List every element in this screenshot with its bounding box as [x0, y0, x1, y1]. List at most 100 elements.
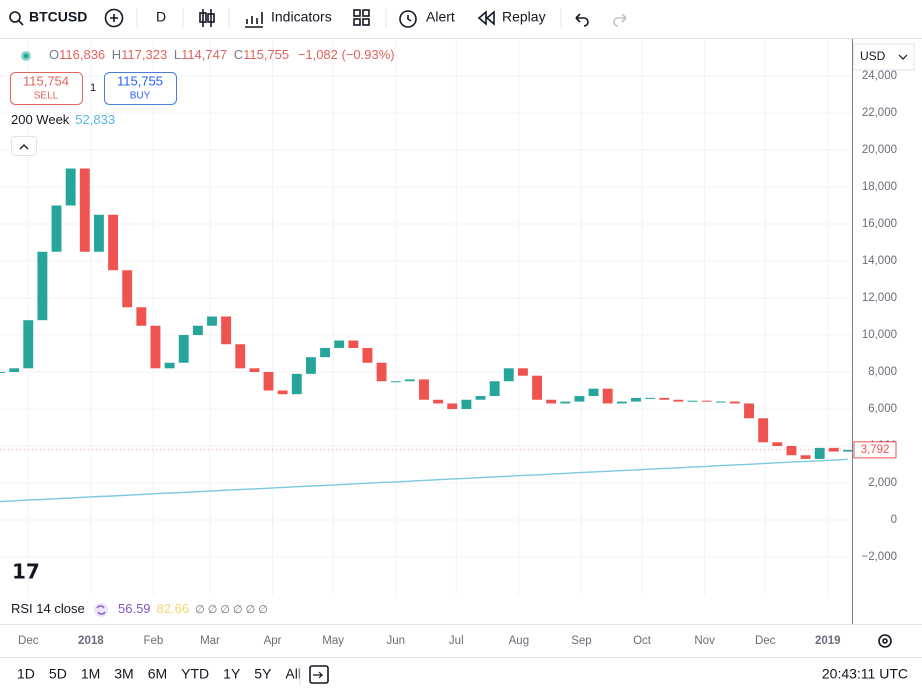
undo-button[interactable] — [575, 13, 589, 27]
range-bar: 1D 5D 1M 3M 6M YTD 1Y 5Y All — [17, 666, 301, 682]
time-axis: Dec 2018 Feb Mar Apr May Jun Jul Aug Sep Oct Nov Dec… — [18, 635, 841, 647]
candle — [150, 325, 161, 369]
candle — [221, 316, 232, 345]
y-tick-label: 2,000 — [868, 477, 897, 489]
candle — [546, 399, 557, 404]
candle — [786, 446, 797, 456]
low: 114,747 — [181, 47, 227, 62]
candle — [517, 368, 528, 376]
sell-button[interactable]: 115,754 SELL — [10, 72, 83, 105]
x-tick-label: Nov — [694, 635, 715, 647]
last-price-label: 3,792 — [861, 444, 890, 456]
candle — [419, 379, 429, 400]
y-tick-label: 18,000 — [862, 181, 897, 193]
range-button[interactable]: 5Y — [254, 666, 272, 682]
plot-area — [0, 168, 852, 503]
logo: 𝟭𝟳 — [12, 561, 40, 583]
symbol-search[interactable]: BTCUSD — [9, 9, 87, 26]
currency-button[interactable]: USD — [853, 43, 915, 71]
x-tick-label: Feb — [144, 635, 164, 647]
candle — [376, 362, 387, 382]
range-button[interactable]: 1Y — [223, 666, 241, 682]
x-tick-label: Mar — [200, 635, 220, 647]
candle — [164, 362, 175, 369]
candle — [277, 390, 288, 395]
y-tick-label: 6,000 — [868, 403, 897, 415]
high: 117,323 — [121, 47, 167, 62]
candle — [362, 347, 373, 363]
collapse-button[interactable] — [11, 136, 37, 156]
x-tick-label: Jul — [449, 635, 464, 647]
candle — [207, 316, 217, 326]
o-label: O — [49, 47, 59, 62]
candle — [574, 396, 585, 402]
alert-button[interactable]: Alert — [399, 9, 455, 28]
candle — [249, 368, 260, 373]
date-range-button[interactable] — [309, 665, 329, 684]
l-label: L — [174, 47, 181, 62]
candle — [659, 397, 670, 400]
candle — [447, 403, 458, 410]
buy-button[interactable]: 115,755 BUY — [104, 72, 177, 105]
y-tick-label: 24,000 — [862, 70, 897, 82]
h-label: H — [112, 47, 121, 62]
chart-type[interactable] — [199, 9, 215, 27]
candle — [51, 205, 62, 252]
indicators-button[interactable]: Indicators — [245, 9, 332, 28]
candle — [404, 379, 415, 382]
replay-button[interactable]: Replay — [477, 9, 546, 26]
candle — [772, 442, 783, 447]
range-button[interactable]: 1D — [17, 666, 35, 682]
price-scale-labels: −2,00002,0004,0006,0008,00010,00012,0001… — [853, 70, 897, 563]
candle — [828, 447, 839, 452]
range-button[interactable]: 3M — [114, 666, 133, 682]
rsi-name: RSI 14 close — [11, 601, 85, 616]
last-price-box — [853, 441, 897, 459]
add-symbol[interactable] — [104, 8, 124, 28]
candle — [0, 372, 5, 374]
range-button[interactable]: 6M — [148, 666, 167, 682]
layout-button[interactable] — [353, 9, 370, 26]
buy-label: BUY — [130, 91, 151, 102]
candle — [79, 168, 90, 252]
y-tick-label: 10,000 — [862, 329, 897, 341]
y-tick-label: 12,000 — [862, 292, 897, 304]
range-button[interactable]: YTD — [181, 666, 209, 682]
indicators-label: Indicators — [271, 9, 332, 25]
range-button[interactable]: 1M — [81, 666, 100, 682]
clock: 20:43:11 UTC — [822, 666, 908, 682]
y-tick-label: 20,000 — [862, 144, 897, 156]
x-tick-label: Sep — [571, 635, 591, 647]
candle — [136, 307, 147, 326]
candle — [843, 449, 852, 452]
x-tick-label: Aug — [509, 635, 529, 647]
search-icon — [18, 20, 24, 26]
symbol: BTCUSD — [29, 9, 87, 25]
indicator-name: 200 Week — [11, 112, 70, 127]
redo-button[interactable] — [613, 13, 627, 27]
indicator-value: 52,833 — [75, 112, 115, 127]
candle — [348, 340, 359, 348]
candle — [560, 401, 571, 404]
candle — [631, 397, 641, 402]
rsi-icon — [94, 603, 108, 617]
x-tick-label: 2018 — [78, 635, 104, 647]
candle — [9, 368, 20, 373]
candle — [687, 400, 698, 402]
candle — [291, 373, 302, 395]
settings-button[interactable] — [878, 634, 892, 648]
interval[interactable]: D — [156, 9, 166, 25]
range-button[interactable]: All — [285, 666, 301, 682]
candle — [588, 388, 599, 397]
candle — [744, 403, 754, 419]
open: 116,836 — [59, 47, 105, 62]
candle — [390, 381, 401, 383]
range-button[interactable]: 5D — [49, 666, 67, 682]
candle — [23, 320, 34, 369]
candle — [320, 347, 330, 358]
candle — [433, 399, 444, 404]
replay-label: Replay — [502, 9, 546, 25]
candle — [461, 399, 472, 410]
